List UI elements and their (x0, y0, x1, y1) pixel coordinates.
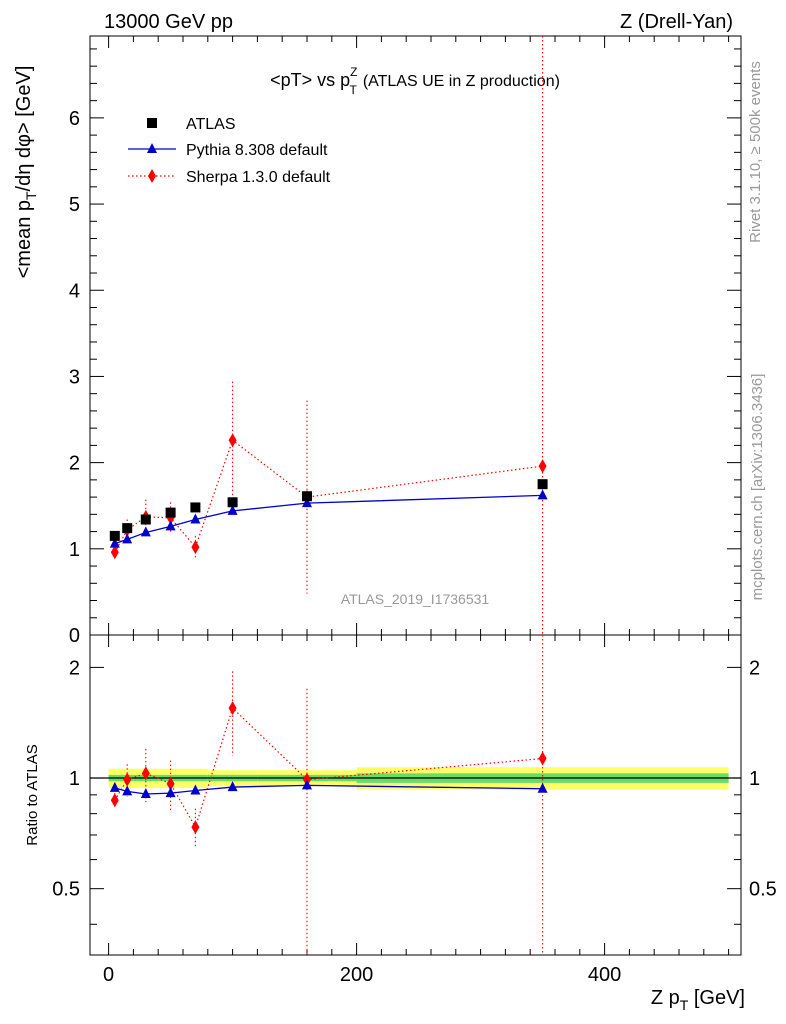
ratio-frame (89, 634, 742, 956)
ratio-pythia-point (190, 784, 201, 795)
legend-atlas-marker (147, 118, 157, 128)
ratio-sherpa-point (110, 793, 119, 808)
title-sub: T (349, 83, 357, 97)
main-ylabel: <mean pT/dη dφ> [GeV] (13, 66, 39, 279)
legend-sherpa-marker (148, 169, 156, 183)
ratio-pythia-point (165, 787, 176, 798)
main-sherpa-point (166, 510, 175, 525)
ratio-sherpa-point (166, 776, 175, 791)
process-label: Z (Drell-Yan) (620, 11, 733, 33)
legend-pythia-marker (147, 143, 157, 153)
main-atlas-point (165, 507, 176, 518)
main-y-tick-label: 3 (69, 366, 80, 388)
legend-pythia-label: Pythia 8.308 default (186, 142, 328, 159)
main-y-tick-label: 6 (69, 108, 80, 130)
ratio-pythia-point (140, 787, 151, 798)
main-pythia-point (140, 526, 151, 537)
main-atlas-point (122, 523, 133, 534)
x-tick-label: 0 (103, 964, 114, 986)
main-y-tick-label: 1 (69, 539, 80, 561)
main-y-tick-label: 5 (69, 194, 80, 216)
main-ylabel-post: /dη dφ> [GeV] (13, 66, 35, 192)
ratio-band-layer (90, 767, 741, 790)
main-pythia-point (227, 504, 238, 515)
x-tick-label: 200 (340, 964, 373, 986)
ratio-sherpa-point (141, 766, 150, 781)
main-atlas-point (109, 530, 120, 541)
ratio-pythia-point (122, 785, 133, 796)
title-post: (ATLAS UE in Z production) (363, 73, 560, 90)
ratio-sherpa-point (538, 751, 547, 766)
rivet-label: Rivet 3.1.10, ≥ 500k events (747, 61, 764, 243)
analysis-label: ATLAS_2019_I1736531 (341, 591, 490, 607)
main-pythia-point (190, 513, 201, 524)
xlabel-sub: T (680, 997, 689, 1013)
main-pythia-line (114, 494, 543, 545)
x-tick-label: 400 (588, 964, 621, 986)
ratio-y-tick-label-right: 0.5 (749, 879, 777, 901)
main-atlas-point (537, 479, 548, 490)
ratio-y-tick-label-right: 1 (749, 768, 760, 790)
ratio-sherpa-point (191, 820, 200, 835)
ratio-y-tick-label: 1 (69, 768, 80, 790)
axes-layer: 0 200 400 0 1 2 3 4 5 6 0.5 0.5 1 1 2 2 (52, 36, 777, 986)
xlabel-post: [GeV] (688, 987, 745, 1009)
plot-title: <pT> vs pZ T (ATLAS UE in Z production) (270, 65, 560, 97)
main-pythia-point (537, 489, 548, 500)
main-atlas-point (190, 502, 201, 513)
main-sherpa-point (191, 540, 200, 555)
main-sherpa-point (110, 545, 119, 560)
ratio-sherpa-point (123, 772, 132, 787)
main-atlas-point (227, 497, 238, 508)
ratio-pythia-point (537, 782, 548, 793)
ratio-ylabel: Ratio to ATLAS (24, 744, 41, 845)
main-pythia-point (165, 520, 176, 531)
legend: ATLAS Pythia 8.308 default Sherpa 1.3.0 … (128, 116, 331, 186)
energy-label: 13000 GeV pp (104, 11, 233, 33)
main-pythia-point (109, 537, 120, 548)
main-y-tick-label: 4 (69, 280, 80, 302)
title-pre: <pT> vs p (270, 70, 350, 90)
main-y-tick-label: 0 (69, 625, 80, 647)
main-ylabel-sub: T (23, 191, 39, 200)
main-sherpa-point (228, 433, 237, 448)
xlabel-pre: Z p (651, 987, 680, 1009)
main-atlas-point (302, 491, 312, 502)
legend-sherpa-label: Sherpa 1.3.0 default (186, 169, 331, 186)
ratio-y-tick-label: 0.5 (52, 879, 80, 901)
main-sherpa-line (114, 439, 543, 553)
ratio-sherpa-point (228, 701, 237, 716)
x-axis-label: Z pT [GeV] (651, 987, 745, 1013)
ratio-y-tick-label-right: 2 (749, 657, 760, 679)
main-sherpa-point (538, 459, 547, 474)
main-y-tick-label: 2 (69, 453, 80, 475)
main-pythia-point (302, 497, 312, 508)
ratio-pythia-point (227, 781, 238, 792)
ratio-pythia-point (302, 779, 312, 790)
ratio-pythia-point (109, 781, 120, 792)
mcplots-label: mcplots.cern.ch [arXiv:1306.3436] (749, 374, 766, 601)
main-atlas-point (140, 514, 151, 525)
legend-atlas-label: ATLAS (186, 116, 236, 133)
data-layer (109, 36, 548, 955)
main-pythia-point (122, 533, 133, 544)
main-ylabel-pre: <mean p (13, 200, 35, 278)
title-sup: Z (350, 65, 357, 79)
ratio-y-tick-label: 2 (69, 657, 80, 679)
